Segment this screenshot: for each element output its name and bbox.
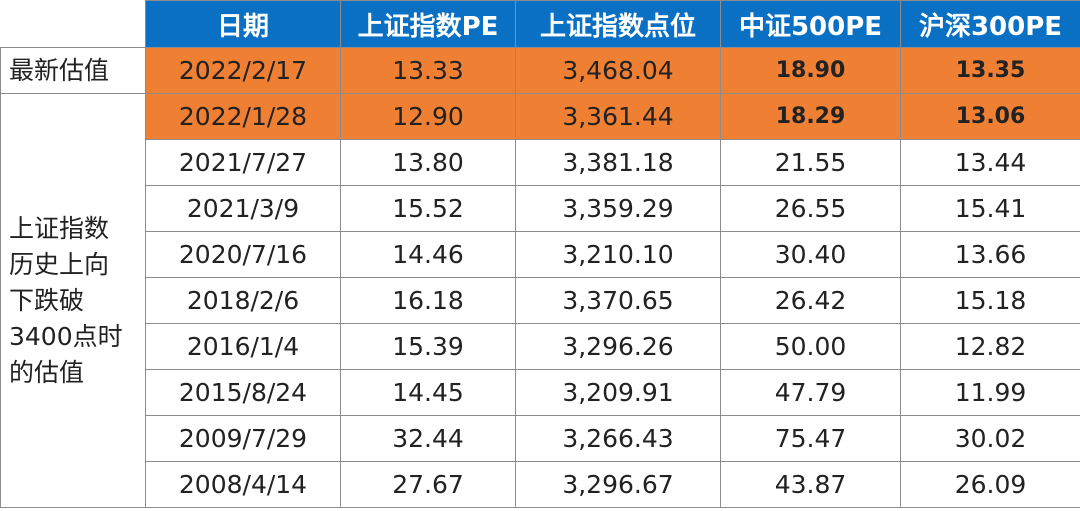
table-cell: 13.66: [900, 231, 1080, 278]
table-cell: 26.55: [720, 185, 901, 232]
table-cell: 27.67: [340, 461, 516, 508]
table-cell: 30.40: [720, 231, 901, 278]
table-cell: 47.79: [720, 369, 901, 416]
table-cell: 3,210.10: [515, 231, 721, 278]
table-body: 最新估值 2022/2/17 13.33 3,468.04 18.90 13.35 上证指数…: [0, 47, 1080, 508]
table-cell: 15.39: [340, 323, 516, 370]
header-row: 日期 上证指数PE 上证指数点位 中证500PE 沪深300PE: [0, 0, 1080, 48]
table-cell: 3,209.91: [515, 369, 721, 416]
table-cell: 2018/2/6: [145, 277, 341, 324]
label-line: 的估值: [9, 357, 85, 387]
table-row: 最新估值 2022/2/17 13.33 3,468.04 18.90 13.35: [0, 47, 1080, 94]
table-cell: 12.90: [340, 93, 516, 140]
table-cell: 2016/1/4: [145, 323, 341, 370]
table-cell: 18.29: [720, 93, 901, 140]
table-cell: 2022/2/17: [145, 47, 341, 94]
table-row: 2020/7/16 14.46 3,210.10 30.40 13.66: [1, 231, 1080, 278]
table-cell: 26.42: [720, 277, 901, 324]
label-line: 最新估值: [9, 55, 110, 85]
header-cell: 上证指数点位: [515, 0, 721, 48]
row-group-label: 最新估值: [0, 47, 146, 94]
label-line: 3400点时: [9, 321, 123, 351]
table-row: 上证指数历史上向下跌破 3400点时 的估值 2022/1/28 12.90 3,361.…: [0, 93, 1080, 508]
header-cell: 上证指数PE: [340, 0, 516, 48]
table-cell: 3,468.04: [515, 47, 721, 94]
table-cell: 30.02: [900, 415, 1080, 462]
table-row: 2008/4/14 27.67 3,296.67 43.87 26.09: [1, 461, 1080, 508]
table-cell: 13.33: [340, 47, 516, 94]
table-cell: 15.41: [900, 185, 1080, 232]
table-cell: 14.46: [340, 231, 516, 278]
table-cell: 14.45: [340, 369, 516, 416]
label-line: 下跌破: [9, 285, 85, 315]
table-row: 2016/1/4 15.39 3,296.26 50.00 12.82: [1, 323, 1080, 370]
header-cell: 沪深300PE: [900, 0, 1080, 48]
table-cell: 2021/7/27: [145, 139, 341, 186]
table-row: 2021/3/9 15.52 3,359.29 26.55 15.41: [1, 185, 1080, 232]
table-cell: 13.35: [900, 47, 1080, 94]
table-cell: 2008/4/14: [145, 461, 341, 508]
label-line: 历史上向: [9, 249, 110, 279]
header-cell: 中证500PE: [720, 0, 901, 48]
header-cell: 日期: [145, 0, 341, 48]
table-cell: 3,370.65: [515, 277, 721, 324]
table-cell: 18.90: [720, 47, 901, 94]
row-group-label: 上证指数历史上向下跌破 3400点时 的估值: [0, 93, 146, 508]
table-cell: 43.87: [720, 461, 901, 508]
label-line: 上证指数: [9, 213, 110, 243]
table-row: 2015/8/24 14.45 3,209.91 47.79 11.99: [1, 369, 1080, 416]
table-cell: 3,296.67: [515, 461, 721, 508]
table-cell: 15.18: [900, 277, 1080, 324]
table-cell: 2015/8/24: [145, 369, 341, 416]
header-blank: [0, 0, 146, 48]
table-cell: 32.44: [340, 415, 516, 462]
table-cell: 13.44: [900, 139, 1080, 186]
table-cell: 2009/7/29: [145, 415, 341, 462]
table-cell: 12.82: [900, 323, 1080, 370]
table-cell: 11.99: [900, 369, 1080, 416]
table-cell: 13.80: [340, 139, 516, 186]
table-row: 2021/7/27 13.80 3,381.18 21.55 13.44: [1, 139, 1080, 186]
table-cell: 50.00: [720, 323, 901, 370]
table-cell: 3,296.26: [515, 323, 721, 370]
table-cell: 3,381.18: [515, 139, 721, 186]
table-cell: 2021/3/9: [145, 185, 341, 232]
table-cell: 21.55: [720, 139, 901, 186]
table-row: 2009/7/29 32.44 3,266.43 75.47 30.02: [1, 415, 1080, 462]
table-cell: 2020/7/16: [145, 231, 341, 278]
table-cell: 16.18: [340, 277, 516, 324]
table-cell: 13.06: [900, 93, 1080, 140]
table-cell: 3,359.29: [515, 185, 721, 232]
table-cell: 75.47: [720, 415, 901, 462]
table-row: 2018/2/6 16.18 3,370.65 26.42 15.18: [1, 277, 1080, 324]
table-cell: 15.52: [340, 185, 516, 232]
table-cell: 3,361.44: [515, 93, 721, 140]
table-cell: 2022/1/28: [145, 93, 341, 140]
table-cell: 26.09: [900, 461, 1080, 508]
table-cell: 3,266.43: [515, 415, 721, 462]
